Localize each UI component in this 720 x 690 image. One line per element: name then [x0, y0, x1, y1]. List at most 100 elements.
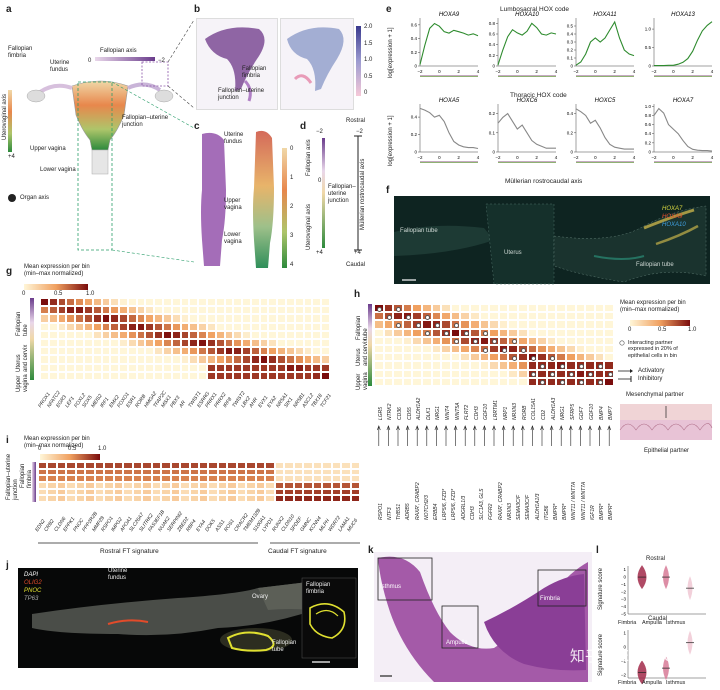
h-heat-cell: [489, 328, 499, 337]
g-heat-cell: [189, 371, 199, 380]
h-heat-cell: [450, 361, 461, 370]
h-heat-cell: [585, 369, 595, 378]
i-heat-cell: [189, 475, 199, 482]
l-ytick: −1: [621, 659, 627, 664]
d-uterovaginal-axis: Uterovaginal axis: [306, 203, 312, 250]
g-legend-title: Mean expression per bin (min–max normali…: [24, 264, 90, 277]
h-mes-gene: WNT5A: [454, 402, 461, 421]
h-heat-cell: [556, 336, 566, 345]
h-heat-cell: [393, 336, 403, 345]
l-ytick: −2: [621, 673, 627, 678]
h-heat-cell: [556, 361, 566, 370]
g-heat-cell: [127, 371, 137, 380]
i-heat-cell: [104, 488, 114, 496]
a-fallopian-fimbria: Fallopian fimbria: [8, 46, 33, 59]
g-heat-cell: [321, 314, 330, 323]
h-heat-cell: [594, 312, 605, 321]
h-heat-cell: [402, 369, 413, 378]
i-heat-cell: [161, 475, 171, 482]
panel-letter-c: c: [194, 121, 200, 132]
i-heat-cell: [47, 481, 57, 489]
panel-letter-e: e: [386, 4, 392, 15]
h-epi-gene: SEMA3C/F: [525, 494, 532, 520]
a-uterine-fundus: Uterine fundus: [50, 60, 70, 73]
h-heat-cell: [518, 304, 528, 313]
h-heat-cell: [498, 344, 509, 354]
i-heat-cell: [293, 462, 304, 469]
h-heat-cell: [422, 361, 432, 370]
i-heat-cell: [208, 495, 218, 502]
i-heat-cell: [142, 488, 152, 496]
h-heat-cell: [537, 369, 547, 378]
h-heat-cell: [546, 312, 557, 321]
g-heat-cell: [171, 371, 181, 380]
l-category-top: Isthmus: [666, 620, 686, 626]
e-series-line: [654, 21, 713, 67]
g-heat-cell: [40, 306, 49, 315]
i-heat-cell: [75, 495, 86, 502]
h-heat-cell: [489, 377, 499, 386]
j-legend-item: DAPI: [24, 572, 39, 578]
h-heat-cell: [422, 377, 432, 386]
g-heat-cell: [198, 347, 207, 356]
c-uterine-fundus: Uterine fundus: [224, 132, 244, 145]
i-heat-cell: [255, 468, 266, 476]
h-arrow-head: [377, 425, 381, 431]
l-category-bottom: Fimbria: [618, 680, 637, 686]
g-heat-cell: [303, 298, 313, 307]
g-heat-cell: [224, 314, 234, 323]
g-heatmap: [40, 298, 330, 380]
e-series-line: [419, 22, 479, 65]
i-heat-cell: [350, 481, 360, 489]
g-heat-cell: [136, 355, 146, 364]
e-xtick: 2: [691, 69, 694, 74]
i-heat-cell: [265, 488, 275, 496]
h-heat-cell: [575, 369, 586, 378]
i-heat-cell: [284, 481, 294, 489]
i-heat-cell: [322, 475, 332, 482]
i-heat-cell: [123, 468, 133, 476]
h-heat-cell: [537, 353, 547, 362]
e-xtick: −2: [573, 155, 579, 160]
i-heat-cell: [161, 495, 171, 502]
g-heat-cell: [127, 314, 137, 323]
h-heat-cell: [450, 328, 461, 337]
g-heat-cell: [180, 298, 190, 307]
i-heat-cell: [85, 468, 95, 476]
i-heat-cell: [322, 488, 332, 496]
i-heat-cell: [322, 462, 332, 469]
g-heat-cell: [294, 322, 304, 331]
l-violin-charts: 1 0 −1 −2 −3 −4 −5 1 0 −1 −2: [621, 565, 706, 685]
h-mes-gene: CD2: [541, 409, 547, 420]
g-heat-cell: [312, 322, 322, 331]
h-heat-cell: [537, 377, 547, 386]
g-heat-cell: [48, 298, 58, 307]
h-mes-gene: GDF7: [579, 406, 586, 420]
h-partner-dot: [396, 322, 402, 328]
g-heat-cell: [294, 314, 304, 323]
i-heat-cell: [227, 462, 237, 469]
g-heat-cell: [268, 298, 278, 307]
h-mes-gene: NRG1: [435, 406, 442, 420]
g-heat-cell: [75, 347, 84, 356]
g-heat-cell: [233, 371, 243, 380]
h-heat-cell: [489, 344, 499, 354]
h-arrow-head: [396, 425, 400, 431]
i-heat-cell: [180, 475, 190, 482]
h-arrow-legend-icon: [618, 369, 633, 382]
g-heat-cell: [242, 355, 251, 364]
h-heat-cell: [489, 353, 499, 362]
h-partner-dot: [425, 314, 431, 320]
e-ytick: 0.6: [489, 32, 496, 37]
g-heat-cell: [171, 338, 181, 348]
h-heat-cell: [393, 353, 403, 362]
h-partner-dot: [559, 380, 565, 386]
panel-letter-i: i: [6, 435, 9, 446]
g-heat-cell: [171, 330, 181, 339]
i-heat-cell: [255, 481, 266, 489]
h-heat-cell: [470, 361, 480, 370]
g-heat-cell: [145, 371, 155, 380]
panel-letter-l: l: [596, 545, 599, 556]
g-heat-cell: [92, 330, 102, 339]
